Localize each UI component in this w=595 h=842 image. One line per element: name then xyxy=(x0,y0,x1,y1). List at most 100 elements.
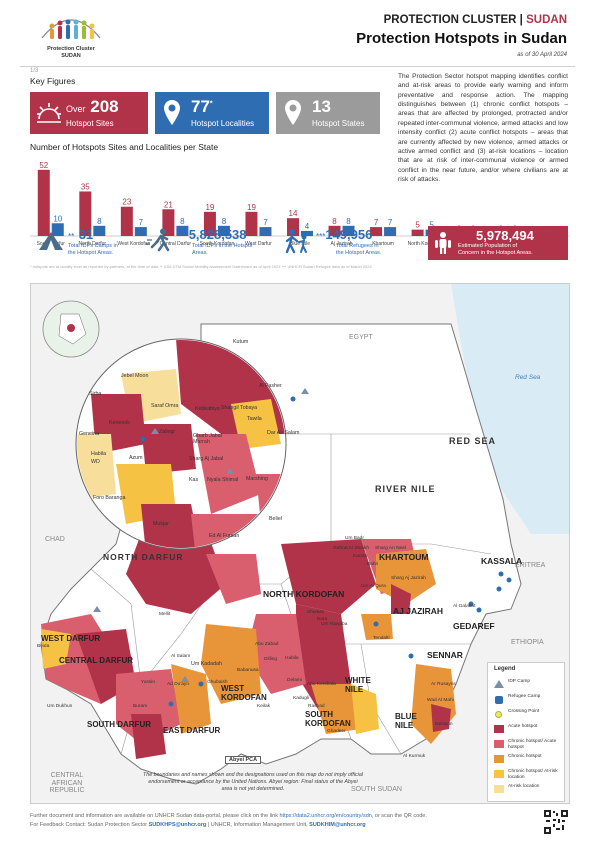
localities-label: Hotspot Localities xyxy=(191,119,255,128)
bar-localities-5 xyxy=(259,227,272,236)
data-label-sites-5: 19 xyxy=(247,203,256,212)
locality-label-6: Babanusa xyxy=(237,668,259,673)
data-label-localities-6: 4 xyxy=(305,222,310,231)
logo-caption: Protection Cluster SUDAN xyxy=(40,46,102,59)
legend-item-0: IDP Camp xyxy=(494,679,564,693)
location-pin-icon xyxy=(164,100,180,125)
locality-label-15: Rashad xyxy=(308,704,325,709)
red-sea-water xyxy=(451,284,569,534)
legend-swatch xyxy=(494,725,504,733)
category-label-7: Aj Jazirah xyxy=(331,241,353,247)
locality-label-11: Dilling xyxy=(264,657,278,662)
state-label-khartoum: KHARTOUM xyxy=(379,552,429,562)
hotspot-localities-card: 77* Hotspot Localities xyxy=(155,92,269,134)
state-label-north-kordofan: NORTH KORDOFAN xyxy=(263,589,345,599)
locality-label-0: Um Badr xyxy=(345,536,364,541)
sea-label: Red Sea xyxy=(515,374,541,381)
locality-label-21: Wad Al Mahi xyxy=(427,698,454,703)
map-disclaimer: The boundaries and names shown and the d… xyxy=(143,772,363,792)
locator-map xyxy=(42,300,100,358)
footer-text-4: | UNHCR, Information Management Unit, xyxy=(207,821,308,828)
category-label-6: Blue Nile xyxy=(290,241,310,247)
category-label-9: North Kordofan xyxy=(408,241,442,247)
refugee-family-icon xyxy=(285,229,307,254)
data-label-sites-9: 5 xyxy=(415,221,420,230)
bar-localities-1 xyxy=(93,225,106,236)
protection-email-link[interactable]: SUDKHPS@unhcr.org xyxy=(148,821,207,828)
category-label-2: West Kordofan xyxy=(117,241,150,247)
country-label-egypt: EGYPT xyxy=(349,334,373,341)
data-label-sites-0: 52 xyxy=(39,161,48,170)
locality-label-8: Ghubaish xyxy=(207,680,228,685)
refugees-label-2: the Hotspot Areas. xyxy=(336,249,382,256)
bar-sites-2 xyxy=(120,206,133,236)
idp-camps-mark: ** xyxy=(68,232,75,241)
im-email-link[interactable]: SUDKHIM@unhcr.org xyxy=(309,821,366,828)
idps-label-1: Total IDPs in the Hotspot xyxy=(192,243,253,249)
bar-sites-4 xyxy=(203,211,216,236)
inset-locality-6: Kereneik xyxy=(109,420,130,426)
category-label-8: Khartoum xyxy=(372,241,394,247)
category-label-5: West Darfur xyxy=(245,241,272,247)
data-label-localities-2: 7 xyxy=(139,218,144,227)
state-label-north-darfur: NORTH DARFUR xyxy=(103,552,184,562)
state-label-south-kordofan: SOUTH KORDOFAN xyxy=(305,710,351,728)
stat-population-of-concern: 5,978,494 Estimated Population of Concer… xyxy=(428,226,568,260)
state-label-west-kordofan: WEST KORDOFAN xyxy=(221,684,267,702)
hotspot-states-card: 13 Hotspot States xyxy=(276,92,380,134)
footer-text-2: , or scan the QR code. xyxy=(371,813,427,819)
refugee-camp-markers xyxy=(140,396,512,707)
bar-sites-9 xyxy=(411,229,424,236)
tent-icon xyxy=(494,680,504,688)
legend-swatch xyxy=(494,785,504,793)
legend-swatch xyxy=(494,740,504,748)
footnotes: * hotspots are at locality level as repo… xyxy=(30,264,372,269)
locality-label-9: Al Salam xyxy=(171,654,191,659)
sites-prefix: Over xyxy=(66,104,86,114)
locality-label-4: Sheikan xyxy=(307,610,325,615)
methodology-description: The Protection Sector hotspot mapping id… xyxy=(398,73,568,183)
data-label-sites-8: 7 xyxy=(374,218,379,227)
legend-swatch xyxy=(494,755,504,763)
localities-footnote-mark: * xyxy=(209,100,213,108)
chart-title: Number of Hotspots Sites and Localities … xyxy=(30,142,219,152)
sites-label: Hotspot Sites xyxy=(66,119,114,128)
data-label-sites-3: 21 xyxy=(164,200,173,209)
locality-label-30: Bahri xyxy=(367,562,379,567)
state-label-east-darfur: EAST DARFUR xyxy=(163,726,221,735)
population-label-1: Estimated Population of xyxy=(458,243,518,249)
data-portal-link[interactable]: https://data2.unhcr.org/en/country/sdn xyxy=(279,813,372,819)
bar-localities-2 xyxy=(134,227,147,236)
country-label-ethiopia: ETHIOPIA xyxy=(511,639,544,646)
map-legend: Legend IDP Camp Refugee Camp Crossing Poin… xyxy=(487,662,565,802)
population-label-2: Concern in the Hotspot Areas. xyxy=(458,249,533,256)
inset-locality-11: WD xyxy=(91,459,100,465)
inset-locality-12: Foro Baranga xyxy=(93,495,126,501)
category-label-1: North Darfur xyxy=(79,241,107,247)
data-label-localities-3: 8 xyxy=(180,217,185,226)
abyei-label: Abyei PCA xyxy=(225,756,262,764)
page-title: Protection Hotspots in Sudan xyxy=(356,30,567,47)
sites-value: 208 xyxy=(90,97,119,116)
inset-locality-2: Jebel Moon xyxy=(121,373,149,379)
refugees-value: 149,956 xyxy=(325,227,373,242)
bar-sites-3 xyxy=(162,209,175,236)
locality-label-26: Beida xyxy=(37,644,50,649)
data-label-localities-8: 7 xyxy=(388,218,393,227)
states-value: 13 xyxy=(312,97,331,116)
inset-locality-7: Geneina xyxy=(79,431,100,437)
locality-label-22: Yassin xyxy=(141,680,156,685)
category-label-4: South Kordofan xyxy=(200,241,235,247)
data-label-localities-0: 10 xyxy=(53,214,62,223)
logo-line-2: SUDAN xyxy=(61,52,81,59)
inset-locality-16: Gharb Jabal Marrah xyxy=(193,433,222,445)
state-label-south-darfur: SOUTH DARFUR xyxy=(87,720,151,729)
idps-value: 5,828,538 xyxy=(188,227,247,242)
country-label-chad: CHAD xyxy=(45,536,65,543)
qr-code-icon[interactable] xyxy=(544,810,568,834)
legend-label: Acute hotspot xyxy=(508,724,538,729)
inset-locality-0: Kutum xyxy=(233,339,249,345)
data-label-sites-2: 23 xyxy=(122,198,131,207)
state-label-white-nile: WHITE NILE xyxy=(345,676,371,694)
inset-locality-21: Mukjar xyxy=(153,521,169,527)
